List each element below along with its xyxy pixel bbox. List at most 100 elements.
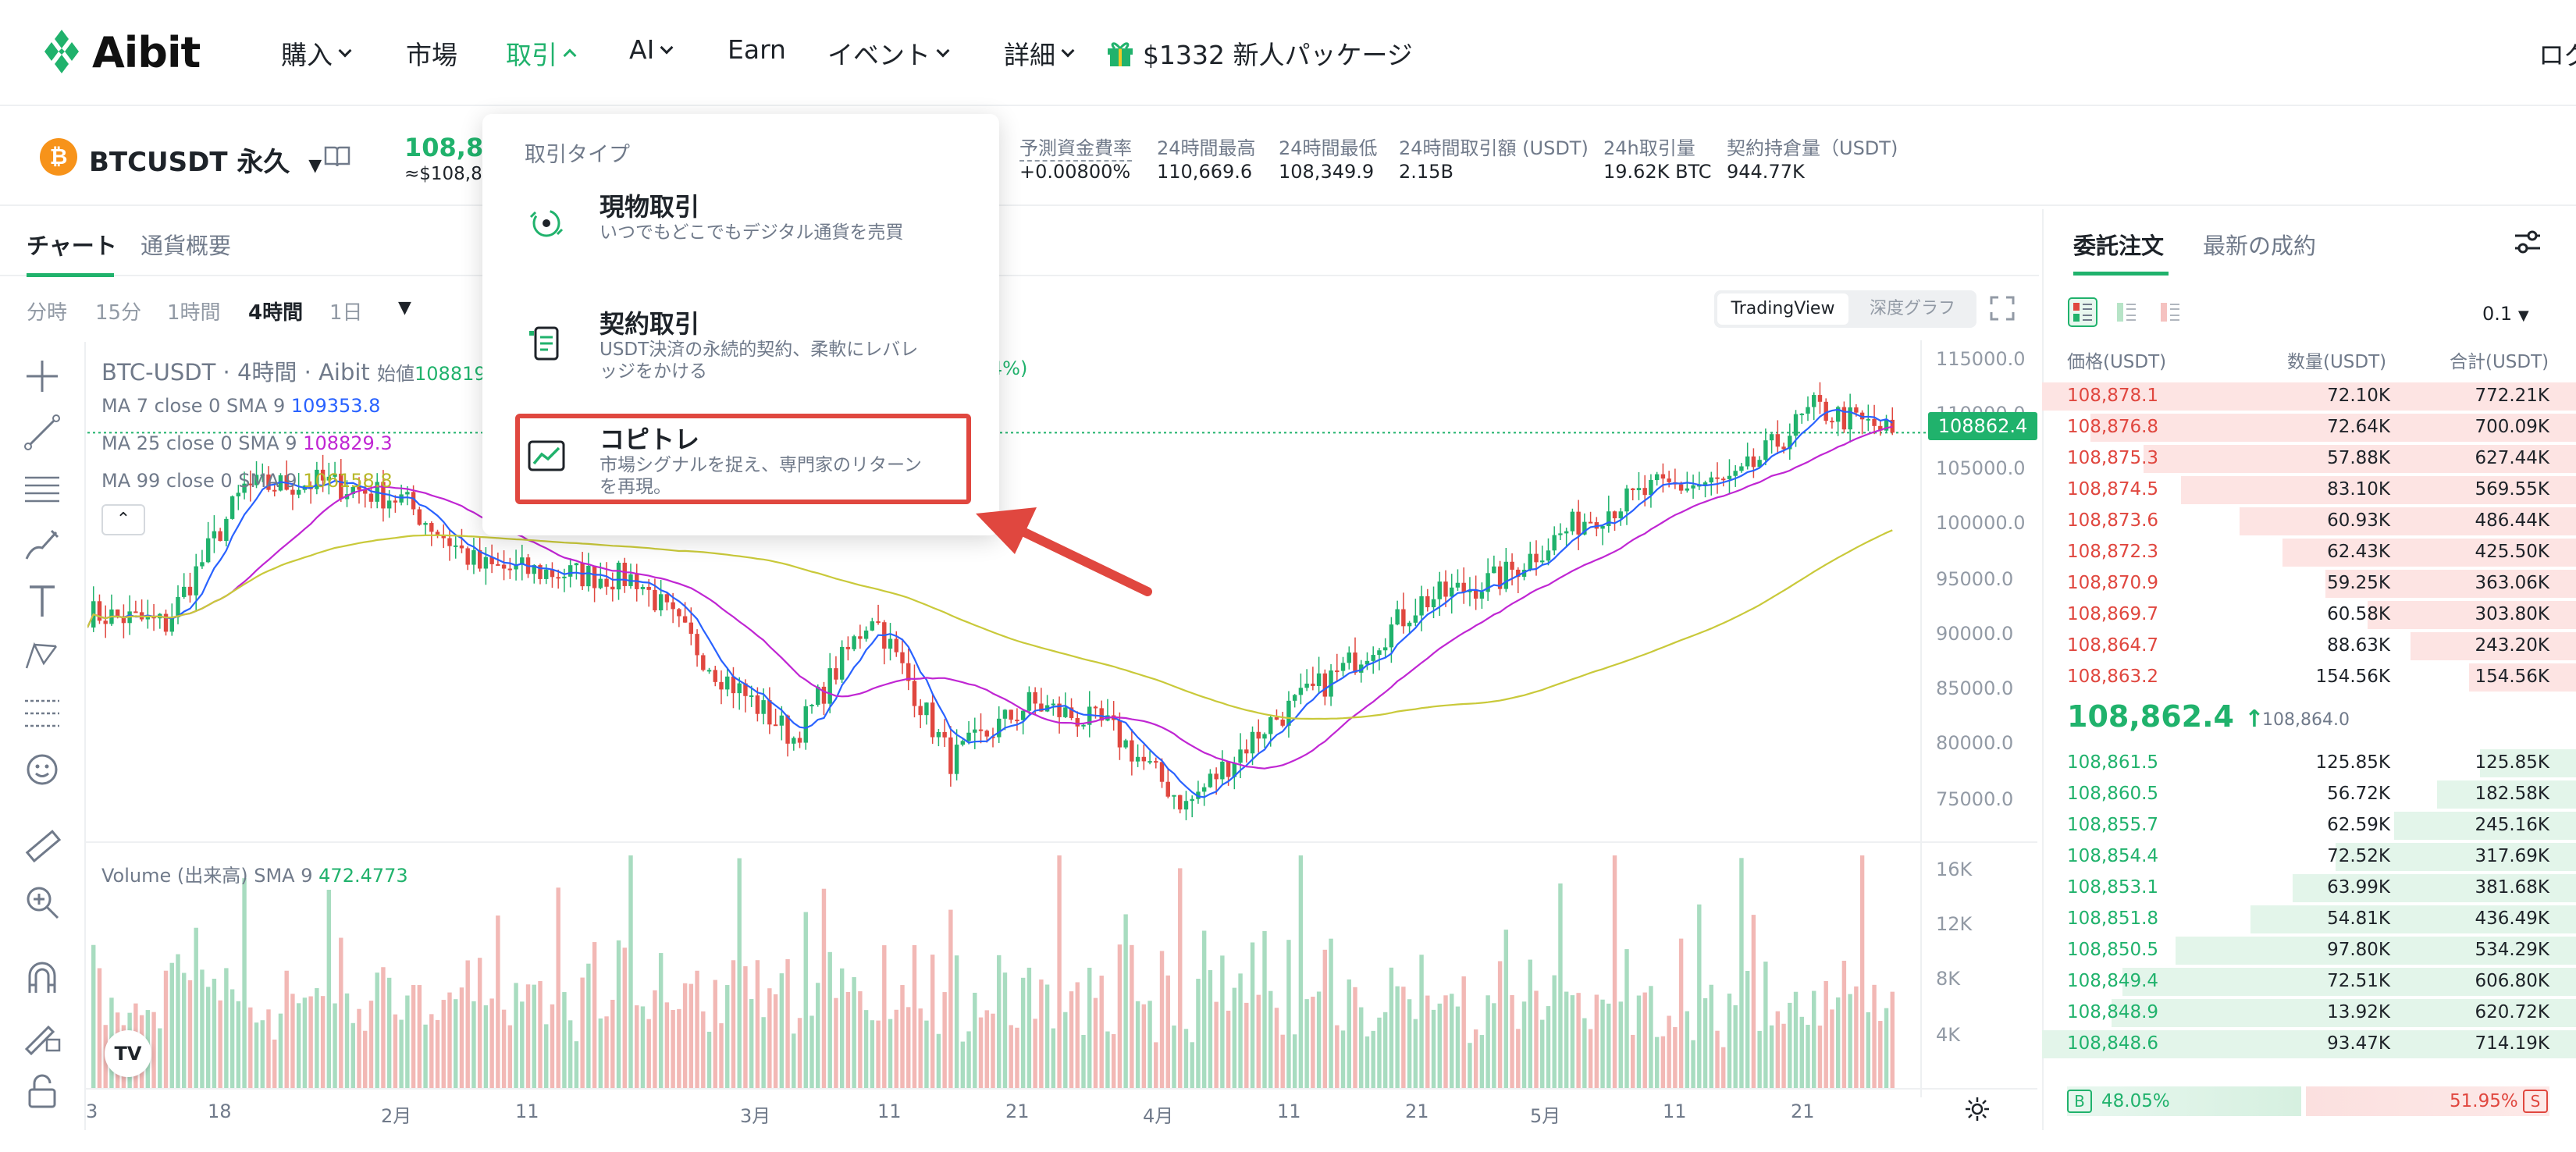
- bid-row[interactable]: 108,855.7 62.59K 245.16K: [2042, 810, 2576, 841]
- volume-bar: [1473, 1029, 1478, 1090]
- timeframe-tick[interactable]: 分時: [27, 301, 68, 325]
- ask-row[interactable]: 108,870.9 59.25K 363.06K: [2042, 568, 2576, 599]
- collapse-legend-button[interactable]: ⌃: [101, 504, 145, 535]
- ask-row[interactable]: 108,872.3 62.43K 425.50K: [2042, 537, 2576, 568]
- candle-body: [888, 638, 893, 649]
- candle-body: [797, 738, 802, 743]
- candle-body: [1576, 511, 1581, 535]
- candle-body: [803, 706, 808, 743]
- view-asks-icon[interactable]: [2154, 297, 2186, 328]
- tab-overview[interactable]: 通貨概要: [141, 233, 232, 259]
- nav-item-markets[interactable]: 市場: [406, 34, 457, 72]
- view-bids-icon[interactable]: [2111, 297, 2142, 328]
- ask-depth-bar: [2090, 414, 2576, 442]
- tab-orderbook[interactable]: 委託注文: [2073, 233, 2165, 259]
- candle-body: [1588, 521, 1593, 524]
- bid-row[interactable]: 108,861.5 125.85K 125.85K: [2042, 748, 2576, 779]
- nav-item-ai[interactable]: AI: [629, 34, 674, 65]
- ask-row[interactable]: 108,876.8 72.64K 700.09K: [2042, 412, 2576, 443]
- candle-body: [1649, 480, 1653, 496]
- view-depth[interactable]: 深度グラフ: [1869, 299, 1955, 318]
- price-chart[interactable]: [87, 340, 1930, 1096]
- volume-bar: [900, 985, 905, 1090]
- candle-body: [1600, 525, 1605, 529]
- bid-row[interactable]: 108,860.5 56.72K 182.58K: [2042, 779, 2576, 810]
- stat-volume-value: 19.62K BTC: [1603, 161, 1712, 183]
- ma99-label: MA 99 close 0 SMA 9: [101, 470, 297, 492]
- bid-row[interactable]: 108,848.6 93.47K 714.19K: [2042, 1029, 2576, 1060]
- measure-lines-icon[interactable]: [22, 693, 62, 734]
- volume-bar: [1407, 999, 1412, 1090]
- tab-recent-trades[interactable]: 最新の成約: [2203, 233, 2317, 259]
- ask-row[interactable]: 108,864.7 88.63K 243.20K: [2042, 631, 2576, 662]
- ask-row[interactable]: 108,874.5 83.10K 569.55K: [2042, 475, 2576, 506]
- ask-total: 772.21K: [2475, 386, 2549, 406]
- horizontal-lines-icon[interactable]: [22, 468, 62, 509]
- volume-bar: [1087, 967, 1092, 1090]
- volume-bar: [1335, 1025, 1340, 1090]
- nav-item-more[interactable]: 詳細: [1004, 34, 1075, 72]
- book-icon[interactable]: [323, 145, 351, 169]
- candle-body: [507, 568, 513, 571]
- ask-depth-bar: [2325, 570, 2576, 598]
- brush-icon[interactable]: [22, 524, 62, 565]
- legend-ma7: MA 7 close 0 SMA 9 109353.8: [101, 395, 380, 417]
- candle-body: [1534, 553, 1539, 563]
- login-link[interactable]: ログ: [2539, 34, 2576, 72]
- timeframe-1d[interactable]: 1日: [329, 301, 363, 325]
- crosshair-icon[interactable]: [22, 356, 62, 396]
- trendline-icon[interactable]: [22, 412, 62, 453]
- lock-icon[interactable]: [22, 1071, 62, 1111]
- zoom-in-icon[interactable]: [22, 882, 62, 923]
- bid-row[interactable]: 108,848.9 13.92K 620.72K: [2042, 997, 2576, 1029]
- bid-row[interactable]: 108,849.4 72.51K 606.80K: [2042, 966, 2576, 997]
- nav-item-events[interactable]: イベント: [827, 34, 950, 72]
- bid-row[interactable]: 108,850.5 97.80K 534.29K: [2042, 935, 2576, 966]
- bid-price: 108,849.4: [2067, 971, 2159, 991]
- settings-gear-icon[interactable]: [1964, 1096, 1991, 1122]
- volume-bar: [260, 1020, 265, 1090]
- pattern-icon[interactable]: [22, 637, 62, 677]
- bid-total: 714.19K: [2475, 1033, 2549, 1054]
- bid-row[interactable]: 108,851.8 54.81K 436.49K: [2042, 904, 2576, 935]
- candle-body: [1721, 478, 1726, 481]
- nav-item-earn[interactable]: Earn: [728, 34, 786, 65]
- tradingview-logo[interactable]: TV: [105, 1030, 151, 1077]
- volume-bar: [834, 997, 838, 1090]
- magnet-icon[interactable]: [22, 958, 62, 999]
- fullscreen-icon[interactable]: [1989, 295, 2016, 322]
- view-tradingview[interactable]: TradingView: [1717, 293, 1848, 325]
- candle-body: [1322, 673, 1328, 697]
- nav-promo[interactable]: $1332 新人パッケージ: [1105, 34, 1413, 72]
- volume-bar: [845, 991, 851, 1090]
- volume-bar: [1631, 1034, 1635, 1090]
- price-step-select[interactable]: 0.1 ▼: [2482, 303, 2529, 325]
- brand-logo[interactable]: Aibit: [42, 27, 201, 78]
- bid-row[interactable]: 108,854.4 72.52K 317.69K: [2042, 841, 2576, 873]
- ask-row[interactable]: 108,878.1 72.10K 772.21K: [2042, 381, 2576, 412]
- nav-item-trade[interactable]: 取引: [506, 34, 577, 72]
- symbol-selector[interactable]: BTCUSDT 永久 ▼: [89, 140, 322, 179]
- ask-row[interactable]: 108,863.2 154.56K 154.56K: [2042, 662, 2576, 693]
- nav-item-buy[interactable]: 購入: [281, 34, 352, 72]
- timeframe-1h[interactable]: 1時間: [167, 301, 221, 325]
- timeframe-4h[interactable]: 4時間: [248, 301, 304, 325]
- bid-total: 436.49K: [2475, 908, 2549, 929]
- volume-bar: [1890, 991, 1895, 1090]
- volume-bar: [514, 983, 518, 1090]
- timeframe-15m[interactable]: 15分: [95, 301, 142, 325]
- ask-row[interactable]: 108,869.7 60.58K 303.80K: [2042, 599, 2576, 631]
- ask-row[interactable]: 108,875.3 57.88K 627.44K: [2042, 443, 2576, 475]
- timeframe-more-icon[interactable]: ▼: [398, 298, 411, 318]
- tab-chart[interactable]: チャート: [27, 233, 117, 259]
- bid-row[interactable]: 108,853.1 63.99K 381.68K: [2042, 873, 2576, 904]
- emoji-icon[interactable]: [22, 749, 62, 790]
- y-tick: 100000.0: [1936, 512, 2026, 534]
- view-both-icon[interactable]: [2067, 297, 2098, 328]
- text-icon[interactable]: [22, 581, 62, 621]
- ruler-icon[interactable]: [22, 826, 62, 866]
- candle-body: [1558, 533, 1563, 535]
- ask-row[interactable]: 108,873.6 60.93K 486.44K: [2042, 506, 2576, 537]
- orderbook-settings-icon[interactable]: [2512, 226, 2543, 258]
- lock-drawing-icon[interactable]: [22, 1015, 62, 1055]
